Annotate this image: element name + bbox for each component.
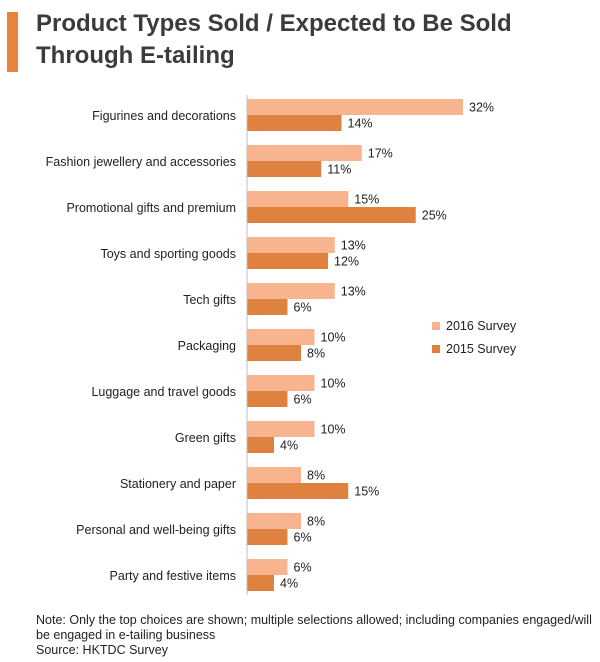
- data-label: 13%: [341, 285, 366, 299]
- data-label: 8%: [307, 347, 325, 361]
- category-label: Tech gifts: [183, 293, 236, 307]
- data-label: 13%: [341, 239, 366, 253]
- category-label: Figurines and decorations: [92, 109, 236, 123]
- data-label: 4%: [280, 439, 298, 453]
- legend-label: 2015 Survey: [446, 342, 517, 356]
- data-label: 32%: [469, 101, 494, 115]
- bar-2016: [247, 375, 315, 391]
- title-accent-bar: [7, 12, 18, 72]
- data-label: 17%: [368, 147, 393, 161]
- bar-2016: [247, 513, 301, 529]
- bar-2015: [247, 437, 274, 453]
- bar-2015: [247, 161, 322, 177]
- category-label: Toys and sporting goods: [100, 247, 236, 261]
- bar-2015: [247, 115, 342, 131]
- data-label: 8%: [307, 469, 325, 483]
- data-label: 10%: [321, 331, 346, 345]
- category-label: Packaging: [178, 339, 236, 353]
- data-label: 12%: [334, 255, 359, 269]
- bar-2016: [247, 329, 315, 345]
- data-label: 11%: [327, 163, 351, 177]
- bar-2016: [247, 145, 362, 161]
- data-label: 6%: [294, 561, 312, 575]
- bar-2016: [247, 467, 301, 483]
- bar-2015: [247, 483, 349, 499]
- data-label: 4%: [280, 577, 298, 591]
- bar-2015: [247, 529, 288, 545]
- bar-2015: [247, 391, 288, 407]
- category-label: Luggage and travel goods: [91, 385, 236, 399]
- legend-label: 2016 Survey: [446, 319, 517, 333]
- category-label: Stationery and paper: [120, 477, 236, 491]
- bar-2015: [247, 253, 328, 269]
- bar-chart: Figurines and decorations 32% 14% Fashion j…: [46, 95, 517, 595]
- bar-2015: [247, 345, 301, 361]
- data-label: 14%: [348, 117, 373, 131]
- data-label: 10%: [321, 423, 346, 437]
- footnotes: Note: Only the top choices are shown; mu…: [36, 613, 596, 658]
- data-label: 6%: [294, 393, 312, 407]
- bar-2016: [247, 99, 463, 115]
- category-label: Fashion jewellery and accessories: [46, 155, 236, 169]
- category-label: Green gifts: [175, 431, 236, 445]
- category-label: Promotional gifts and premium: [66, 201, 236, 215]
- category-label: Party and festive items: [110, 569, 236, 583]
- data-label: 6%: [294, 531, 312, 545]
- data-label: 25%: [422, 209, 447, 223]
- note-text: Note: Only the top choices are shown; mu…: [36, 613, 592, 642]
- category-label: Personal and well-being gifts: [76, 523, 236, 537]
- bar-2015: [247, 575, 274, 591]
- data-label: 15%: [354, 485, 379, 499]
- data-label: 15%: [354, 193, 379, 207]
- bar-2016: [247, 237, 335, 253]
- bar-2015: [247, 299, 288, 315]
- data-label: 8%: [307, 515, 325, 529]
- source-text: Source: HKTDC Survey: [36, 643, 168, 657]
- bar-2016: [247, 559, 288, 575]
- data-label: 10%: [321, 377, 346, 391]
- legend-swatch: [432, 322, 440, 330]
- bar-2016: [247, 283, 335, 299]
- bar-2016: [247, 191, 349, 207]
- bar-2015: [247, 207, 416, 223]
- data-label: 6%: [294, 301, 312, 315]
- legend-swatch: [432, 345, 440, 353]
- bar-2016: [247, 421, 315, 437]
- page-title: Product Types Sold / Expected to Be Sold…: [36, 10, 512, 69]
